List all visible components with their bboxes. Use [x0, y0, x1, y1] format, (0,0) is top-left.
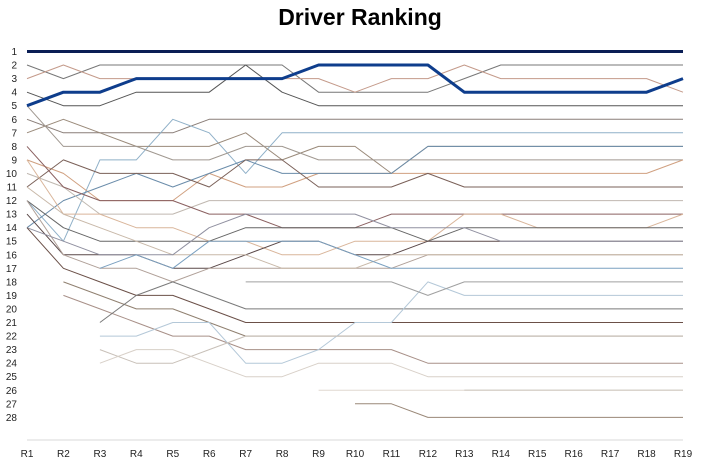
y-tick-label: 2: [11, 61, 17, 72]
y-tick-label: 13: [6, 210, 18, 221]
y-tick-label: 27: [6, 399, 18, 410]
y-tick-label: 19: [6, 291, 18, 302]
series-line-19: [26, 213, 683, 256]
y-tick-label: 5: [11, 101, 17, 112]
y-tick-label: 9: [11, 155, 17, 166]
y-tick-label: 18: [6, 277, 18, 288]
x-tick-label: R13: [455, 449, 474, 460]
x-tick-label: R8: [276, 449, 289, 460]
x-tick-label: R16: [564, 449, 583, 460]
y-tick-label: 12: [6, 196, 18, 207]
series-line-8: [26, 105, 683, 161]
series-line-3: [26, 64, 684, 93]
series-line-23: [63, 294, 683, 364]
y-tick-label: 14: [6, 223, 18, 234]
y-tick-label: 21: [6, 318, 18, 329]
series-line-28: [245, 281, 683, 296]
y-tick-label: 26: [6, 386, 18, 397]
x-tick-label: R14: [492, 449, 511, 460]
series-line-14: [26, 159, 684, 256]
y-tick-label: 11: [7, 183, 18, 194]
x-tick-label: R1: [21, 449, 34, 460]
y-tick-label: 15: [6, 237, 18, 248]
y-tick-label: 24: [6, 359, 18, 370]
series-line-18: [26, 186, 683, 269]
x-tick-label: R19: [674, 449, 693, 460]
series-line-9: [26, 159, 684, 202]
x-tick-label: R7: [239, 449, 252, 460]
series-line-24: [99, 281, 683, 323]
y-tick-label: 25: [6, 372, 18, 383]
series-line-27: [99, 349, 683, 378]
series-line-11: [26, 159, 683, 188]
series-line-12: [26, 172, 683, 215]
x-tick-label: R6: [203, 449, 216, 460]
series-line-6: [26, 118, 683, 242]
x-tick-label: R2: [57, 449, 70, 460]
y-tick-label: 16: [6, 250, 18, 261]
y-tick-label: 3: [11, 74, 17, 85]
x-tick-label: R3: [93, 449, 106, 460]
y-tick-label: 28: [6, 413, 18, 424]
x-tick-label: R10: [346, 449, 365, 460]
y-tick-label: 23: [6, 345, 18, 356]
y-tick-label: 6: [11, 115, 17, 126]
series-line-4: [26, 64, 683, 107]
series-line-25: [99, 281, 683, 364]
series-line-15: [26, 200, 683, 242]
x-tick-label: R17: [601, 449, 620, 460]
series-line-31: [355, 403, 683, 418]
series-line-26: [99, 335, 683, 364]
y-tick-label: 4: [11, 88, 17, 99]
y-tick-label: 8: [11, 142, 17, 153]
series-line-1: [26, 63, 684, 108]
x-tick-label: R11: [383, 449, 401, 460]
series-line-20: [99, 240, 683, 269]
series-line-21: [26, 227, 683, 323]
x-tick-label: R4: [130, 449, 143, 460]
x-tick-label: R9: [312, 449, 325, 460]
y-tick-label: 17: [6, 264, 18, 275]
y-tick-label: 20: [6, 304, 18, 315]
x-tick-label: R18: [637, 449, 656, 460]
y-tick-label: 22: [6, 332, 18, 343]
chart-title: Driver Ranking: [278, 4, 442, 30]
y-tick-label: 10: [6, 169, 18, 180]
x-tick-label: R12: [419, 449, 438, 460]
x-tick-label: R5: [166, 449, 179, 460]
x-tick-label: R15: [528, 449, 547, 460]
y-tick-label: 7: [11, 128, 17, 139]
y-tick-label: 1: [11, 47, 17, 58]
series-line-5: [26, 118, 683, 134]
